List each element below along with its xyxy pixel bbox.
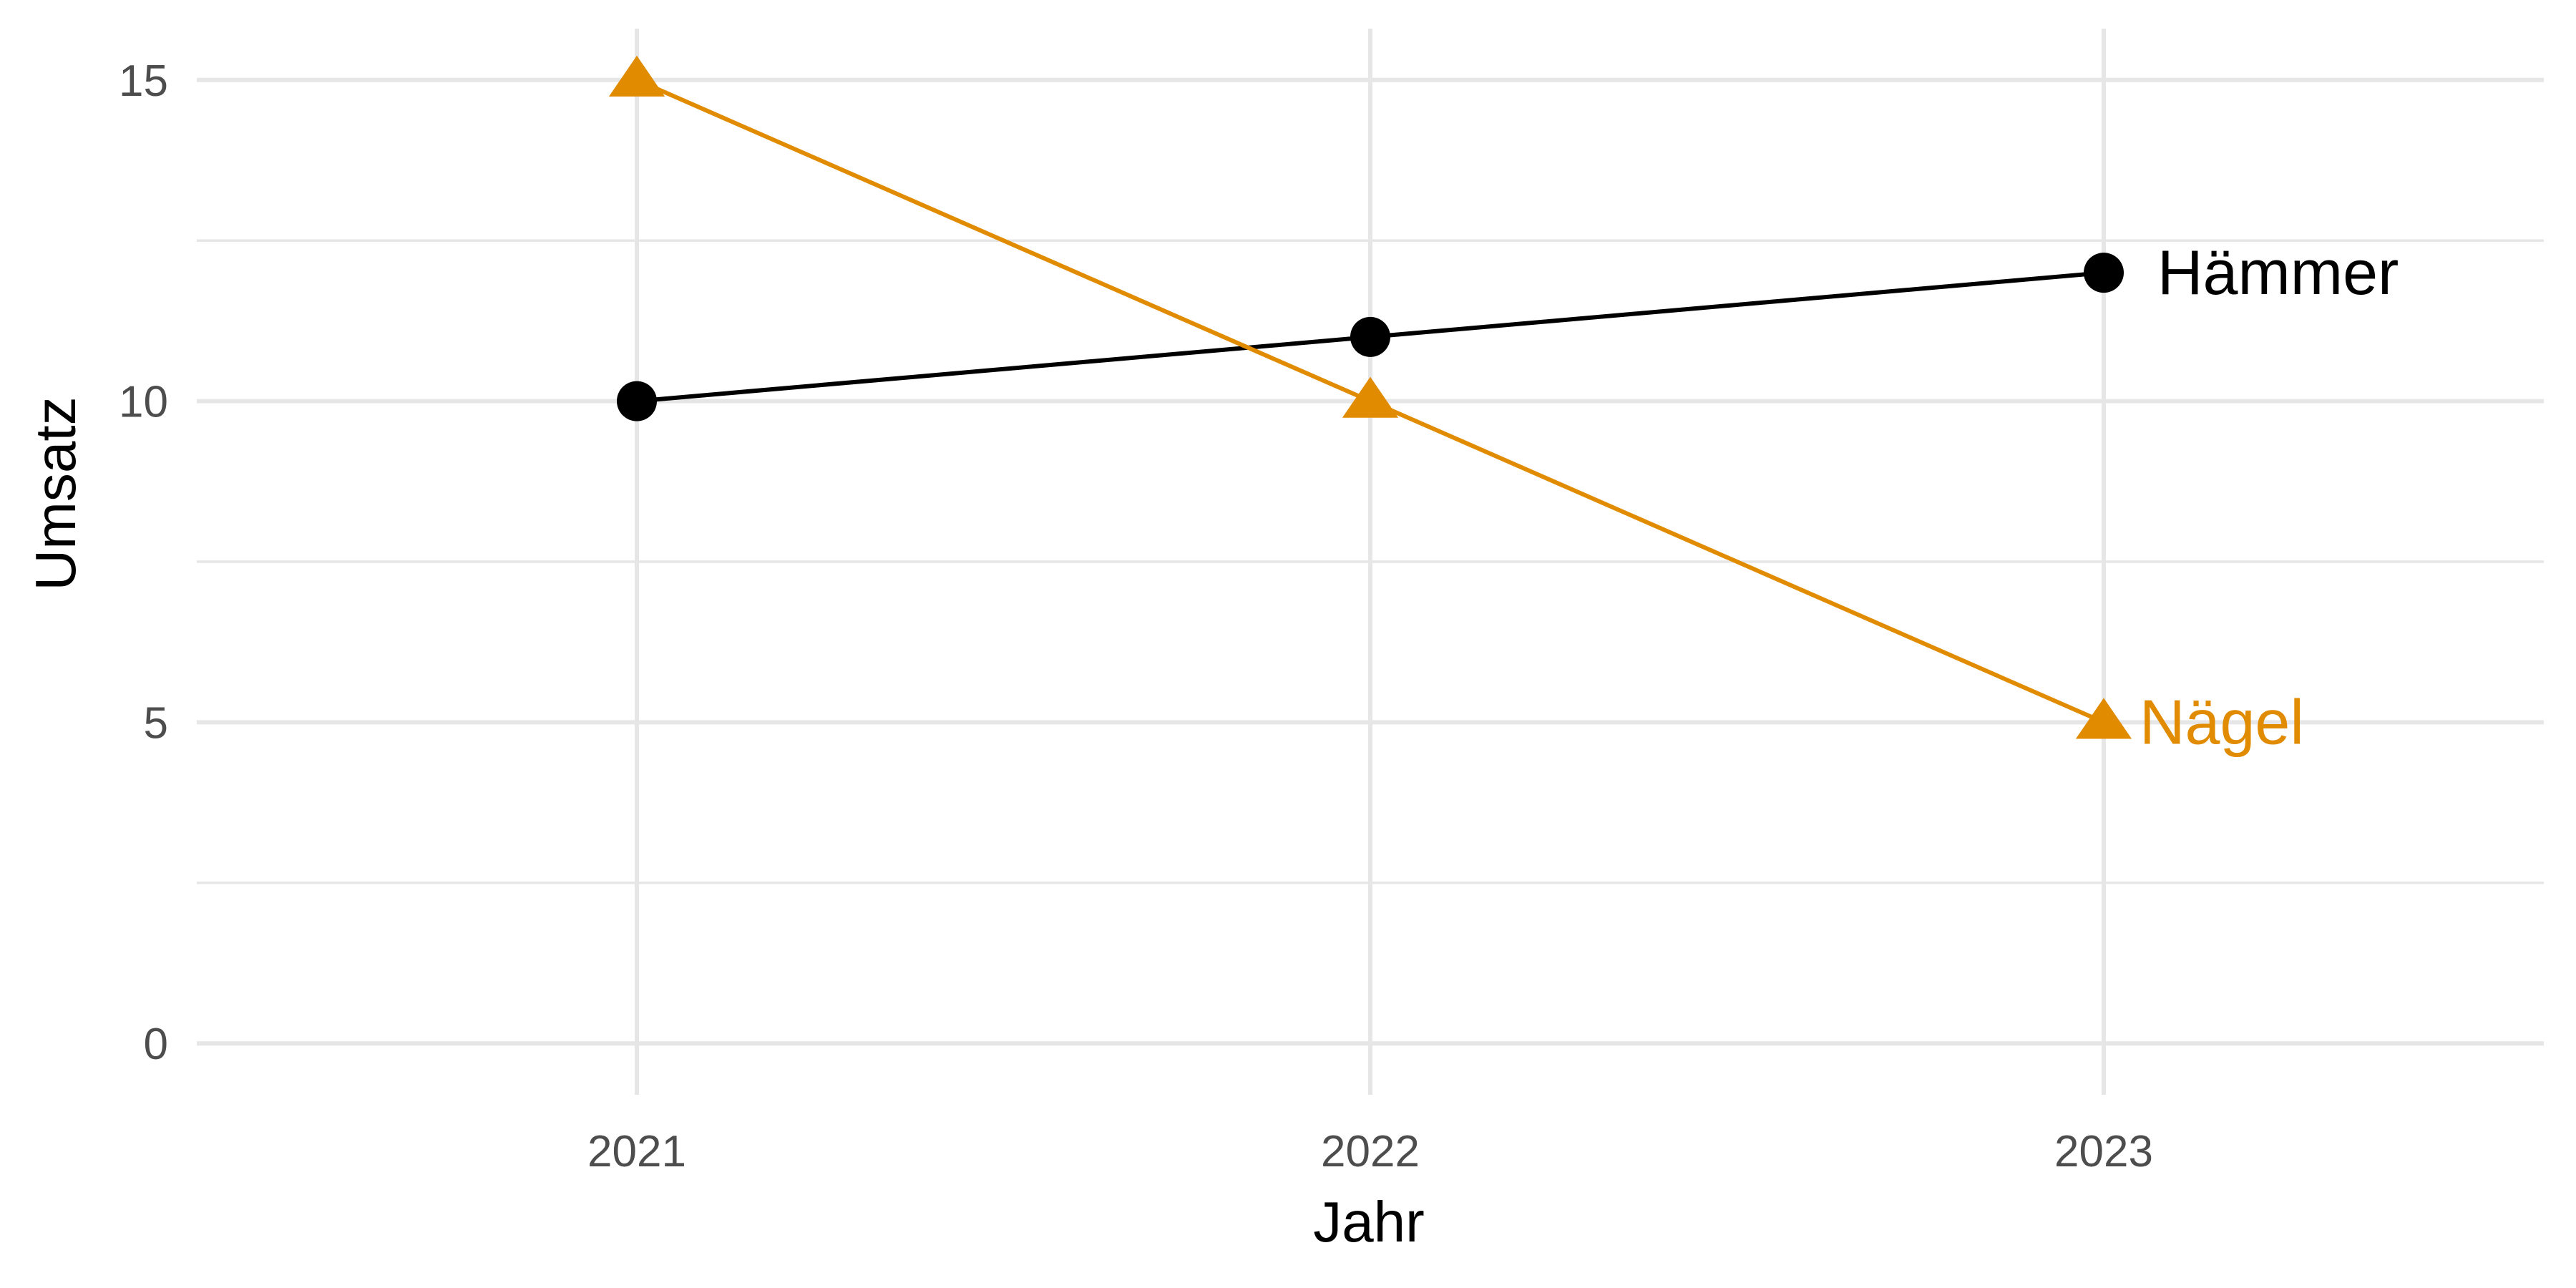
x-axis-tick-labels: 2021 2022 2023 [587,1127,2153,1176]
y-axis-tick-labels: 0 5 10 15 [119,57,168,1069]
y-tick-label: 10 [119,378,168,427]
data-point-triangle [1342,376,1399,418]
data-point-circle [1350,316,1390,357]
data-point-circle [617,381,657,421]
x-tick-label: 2021 [587,1127,686,1176]
x-axis-title: Jahr [1313,1190,1425,1254]
series-end-label: Nägel [2140,686,2304,757]
x-tick-label: 2023 [2054,1127,2153,1176]
data-point-triangle [2075,698,2132,739]
x-tick-label: 2022 [1321,1127,1420,1176]
y-axis-title: Umsatz [24,396,87,590]
data-point-circle [2084,253,2124,293]
data-point-triangle [608,55,665,97]
y-tick-label: 5 [144,698,168,748]
y-tick-label: 0 [144,1020,168,1069]
series-group [608,55,2132,739]
series-end-label: Hämmer [2157,237,2399,308]
series-end-labels: Hämmer Nägel [2140,237,2399,757]
y-tick-label: 15 [119,57,168,106]
gridlines [197,29,2544,1095]
